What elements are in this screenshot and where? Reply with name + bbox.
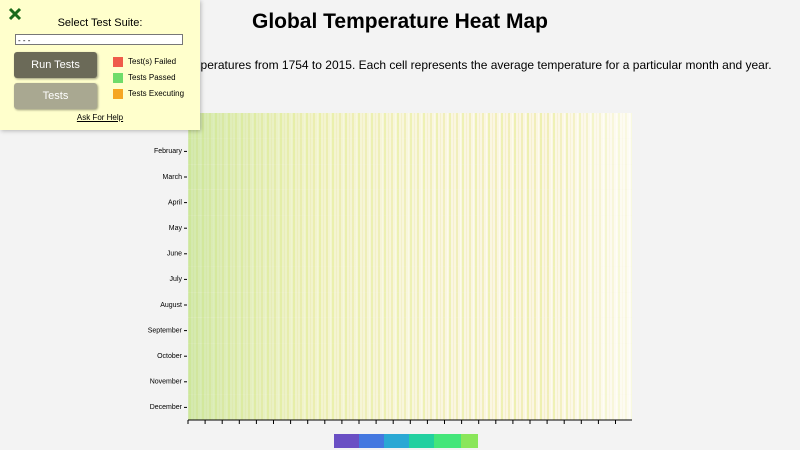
month-label: March xyxy=(163,174,183,181)
heat-row-shade xyxy=(188,292,632,318)
heat-row-shade xyxy=(188,369,632,395)
legend-swatch xyxy=(334,434,359,448)
heat-row-shade xyxy=(188,343,632,369)
help-link[interactable]: Ask For Help xyxy=(76,113,124,122)
legend-swatch xyxy=(409,434,434,448)
month-label: December xyxy=(150,404,183,411)
heat-row-shade xyxy=(188,138,632,165)
heat-row-shade xyxy=(188,241,632,267)
heat-row-shade xyxy=(188,189,632,216)
legend-swatch xyxy=(384,434,409,448)
tests-button[interactable]: Tests xyxy=(14,83,97,109)
legend-executing: Tests Executing xyxy=(113,89,184,99)
color-legend xyxy=(334,434,478,448)
month-label: February xyxy=(154,148,183,155)
legend-swatch xyxy=(461,434,478,448)
page-title: Global Temperature Heat Map xyxy=(251,10,548,33)
run-tests-button[interactable]: Run Tests xyxy=(14,52,97,78)
month-label: September xyxy=(148,327,183,334)
heat-row-shade xyxy=(188,266,632,293)
legend-passed: Tests Passed xyxy=(113,73,176,83)
month-label: August xyxy=(160,302,182,309)
heat-row-shade xyxy=(188,394,632,421)
month-label: April xyxy=(168,199,182,206)
heat-row-shade xyxy=(188,215,632,241)
heat-row-shade xyxy=(188,317,632,344)
description: This heat map shows global temperatures … xyxy=(28,58,772,72)
close-button[interactable] xyxy=(8,7,22,21)
legend-failed: Test(s) Failed xyxy=(113,57,176,67)
month-label: July xyxy=(170,276,183,283)
month-label: June xyxy=(167,251,182,258)
month-label: November xyxy=(150,379,183,386)
heat-row-shade xyxy=(188,113,632,139)
suite-select[interactable]: - - - xyxy=(15,34,183,45)
month-label: May xyxy=(169,225,183,232)
suite-label: Select Test Suite: xyxy=(57,17,143,29)
heat-row-shade xyxy=(188,164,632,190)
legend-swatch xyxy=(434,434,461,448)
legend-text: Test(s) Failed xyxy=(128,57,177,67)
legend-text: Tests Executing xyxy=(128,89,185,99)
month-label: October xyxy=(157,353,183,360)
test-panel: Select Test Suite: - - - Run Tests Tests… xyxy=(0,0,200,130)
legend-swatch xyxy=(359,434,384,448)
legend-text: Tests Passed xyxy=(128,73,176,83)
